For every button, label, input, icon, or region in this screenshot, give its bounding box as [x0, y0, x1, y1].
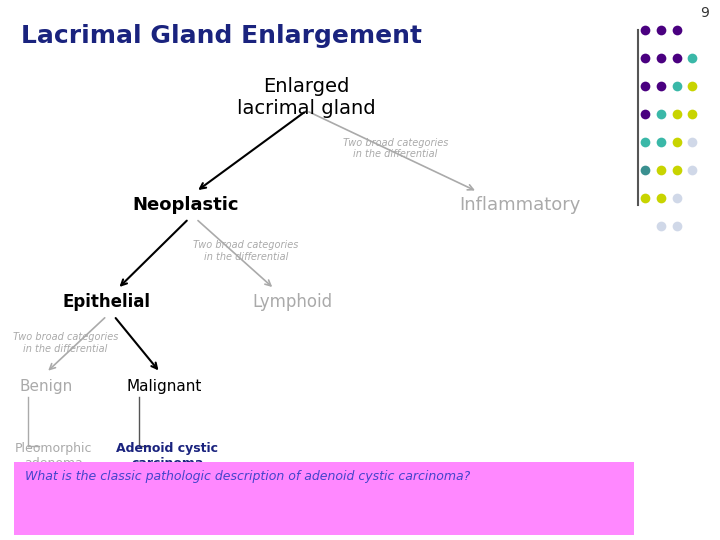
Text: Malignant: Malignant: [126, 379, 202, 394]
Text: Two broad categories
in the differential: Two broad categories in the differential: [193, 240, 299, 262]
Text: Two broad categories
in the differential: Two broad categories in the differential: [13, 332, 118, 354]
Text: Benign: Benign: [19, 379, 73, 394]
Text: Lacrimal Gland Enlargement: Lacrimal Gland Enlargement: [21, 24, 422, 48]
Text: Enlarged
lacrimal gland: Enlarged lacrimal gland: [237, 77, 376, 118]
Bar: [14, 462, 634, 535]
Text: Adenoid cystic
carcinoma: Adenoid cystic carcinoma: [117, 442, 218, 470]
Text: 9: 9: [701, 6, 709, 21]
Text: Two broad categories
in the differential: Two broad categories in the differential: [343, 138, 449, 159]
Text: Neoplastic: Neoplastic: [132, 196, 238, 214]
Text: Lymphoid: Lymphoid: [252, 293, 332, 312]
Text: What is the classic pathologic description of adenoid cystic carcinoma?: What is the classic pathologic descripti…: [24, 470, 470, 483]
Text: Inflammatory: Inflammatory: [459, 196, 581, 214]
Text: Pleomorphic
adenoma: Pleomorphic adenoma: [14, 442, 92, 470]
Text: Epithelial: Epithelial: [63, 293, 150, 312]
